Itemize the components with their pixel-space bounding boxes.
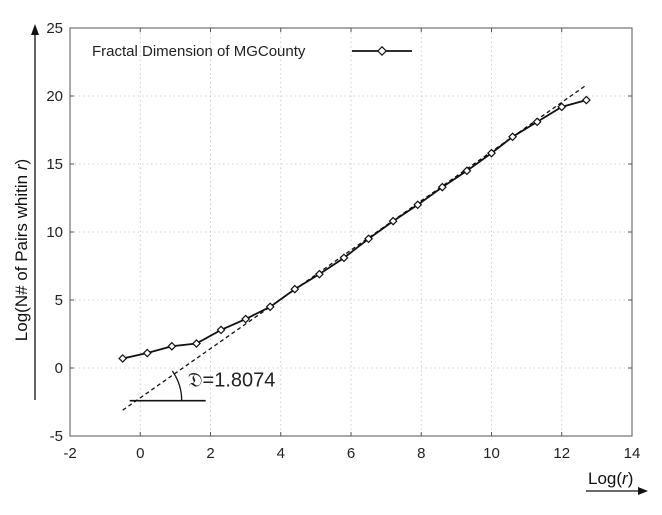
grid-lines bbox=[70, 28, 632, 436]
x-tick-label: 0 bbox=[136, 445, 144, 462]
y-tick-label: 5 bbox=[55, 292, 63, 309]
data-point bbox=[557, 102, 567, 112]
x-tick-label: 14 bbox=[624, 445, 641, 462]
x-tick-label: 10 bbox=[483, 445, 500, 462]
x-axis-arrowhead bbox=[638, 487, 648, 495]
y-axis-arrowhead bbox=[31, 24, 39, 35]
data-point bbox=[581, 95, 591, 105]
y-axis-label-group: Log(N# of Pairs whitin r) bbox=[12, 159, 31, 341]
y-axis-label: Log(N# of Pairs whitin r) bbox=[12, 159, 31, 341]
slope-annotation: 𝔇=1.8074 bbox=[129, 370, 276, 402]
data-point bbox=[462, 166, 472, 176]
tick-labels: -2 0 2 4 6 8 10 12 14 -5 0 5 10 15 20 25 bbox=[46, 20, 640, 462]
y-tick-label: 20 bbox=[46, 88, 63, 105]
legend: Fractal Dimension of MGCounty bbox=[92, 43, 412, 60]
data-point bbox=[167, 341, 177, 351]
x-tick-label: 8 bbox=[417, 445, 425, 462]
angle-arc bbox=[171, 370, 183, 401]
series-line bbox=[122, 99, 587, 360]
data-point bbox=[508, 132, 518, 142]
data-point bbox=[314, 269, 324, 279]
data-point bbox=[413, 200, 423, 210]
y-tick-label: 15 bbox=[46, 156, 63, 173]
data-point bbox=[216, 325, 226, 335]
x-axis-label: Log(r) bbox=[588, 469, 633, 488]
x-tick-label: 12 bbox=[553, 445, 570, 462]
legend-marker bbox=[376, 45, 388, 57]
y-tick-label: 10 bbox=[46, 224, 63, 241]
dimension-annotation-text: 𝔇=1.8074 bbox=[188, 370, 276, 392]
data-point bbox=[290, 284, 300, 294]
data-point bbox=[339, 253, 349, 263]
data-point bbox=[532, 117, 542, 127]
data-point bbox=[388, 216, 398, 226]
y-tick-label: -5 bbox=[50, 428, 63, 445]
legend-label: Fractal Dimension of MGCounty bbox=[92, 43, 306, 60]
data-point bbox=[192, 339, 201, 348]
x-tick-label: 2 bbox=[206, 445, 214, 462]
x-tick-label: 4 bbox=[277, 445, 285, 462]
x-tick-label: -2 bbox=[63, 445, 76, 462]
y-tick-label: 0 bbox=[55, 360, 63, 377]
data-point bbox=[437, 182, 447, 192]
axis-labels: Log(r) Log(N# of Pairs whitin r) bbox=[12, 24, 648, 495]
data-point bbox=[118, 354, 128, 363]
series-layer bbox=[118, 95, 591, 363]
data-point bbox=[142, 348, 152, 358]
data-point bbox=[241, 314, 251, 324]
data-point bbox=[364, 234, 374, 244]
data-point bbox=[265, 302, 275, 312]
x-tick-label: 6 bbox=[347, 445, 355, 462]
data-point bbox=[487, 148, 496, 158]
y-tick-label: 25 bbox=[46, 20, 63, 37]
